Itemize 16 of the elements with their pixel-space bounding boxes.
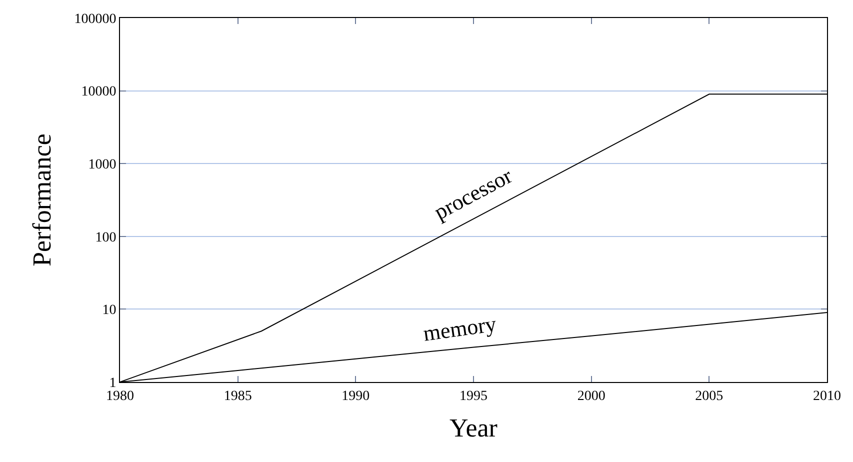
- x-tick-label: 1990: [342, 388, 370, 404]
- x-axis-title: Year: [450, 414, 498, 442]
- x-tick-label: 1995: [460, 388, 488, 404]
- y-tick-label: 10000: [81, 84, 116, 100]
- x-tick-label: 1985: [224, 388, 252, 404]
- y-tick-label: 1000: [88, 158, 116, 172]
- y-axis-title: Performance: [28, 134, 57, 266]
- x-tick-label: 2000: [577, 388, 606, 404]
- y-tick-label: 10: [102, 303, 116, 318]
- y-tick-label: 1: [109, 376, 116, 391]
- y-tick-label: 100000: [74, 12, 116, 27]
- x-tick-label: 1980: [106, 388, 134, 404]
- y-tick-label: 100: [95, 230, 116, 246]
- text: memory: [422, 310, 498, 346]
- x-tick-label: 2010: [813, 388, 841, 404]
- x-tick-label: 2005: [695, 388, 724, 404]
